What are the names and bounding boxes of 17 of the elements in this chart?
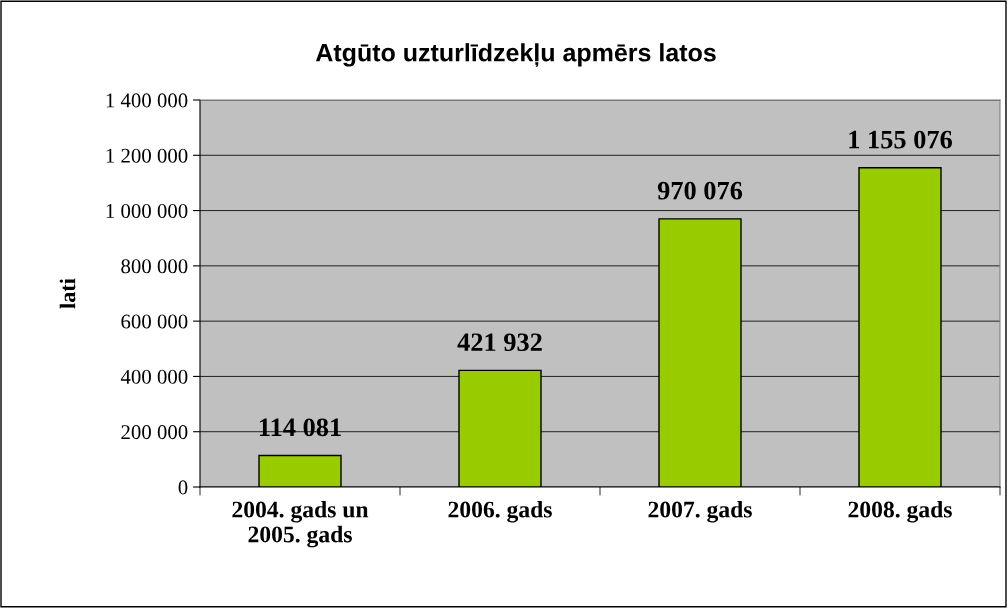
x-tick-label: 2004. gads un 2005. gads: [232, 500, 369, 548]
y-axis-title: lati: [59, 278, 76, 309]
x-tick-label: 2007. gads: [648, 500, 752, 523]
y-tick-label: 1 000 000: [106, 203, 188, 218]
y-tick-label: 1 400 000: [106, 93, 188, 108]
data-label: 1 155 076: [849, 130, 953, 149]
y-tick-label: 400 000: [120, 369, 188, 384]
y-tick-label: 800 000: [121, 259, 188, 274]
x-tick-label: 2008. gads: [848, 500, 952, 523]
data-label: 421 932: [457, 333, 542, 352]
data-label: 970 076: [657, 181, 743, 200]
y-tick-label: 1 200 000: [106, 148, 188, 163]
y-tick-label: 600 000: [121, 314, 188, 329]
y-tick-label: 200 000: [121, 425, 188, 440]
chart-title: Atgūto uzturlīdzekļu apmērs latos: [315, 43, 716, 67]
y-tick-label: 0: [178, 480, 188, 495]
x-tick-label: 2006. gads: [448, 500, 552, 523]
